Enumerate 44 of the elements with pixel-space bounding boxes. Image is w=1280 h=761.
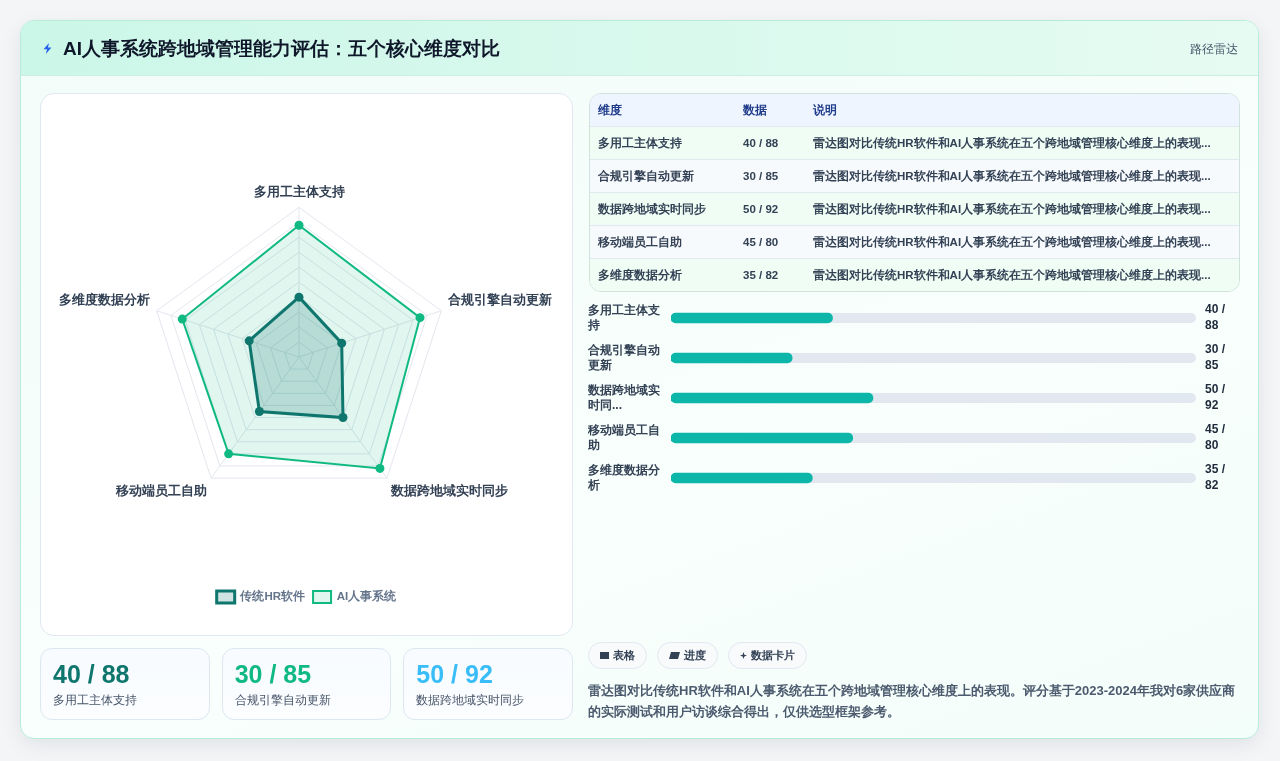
y-tick-label: 多维度数据分析 (587, 463, 661, 492)
text: 35 / 82 (743, 269, 779, 281)
text: 表格 (613, 648, 635, 663)
data-label: 45 / 80 (1205, 422, 1226, 453)
text: 雷达图对比传统HR软件和AI人事系统在五个跨地域管理核心维度上的表现。评分基于2023-2024年我对6家供应商的实际测试和用户访谈综合得出，仅供选型框架参考。 (588, 682, 1237, 721)
text: 说明 (805, 94, 1239, 127)
text: 数据 (735, 94, 805, 127)
legend-label: AI人事系统 (336, 589, 398, 604)
text: 雷达图对比传统HR软件和AI人事系统在五个跨地域管理核心维度上的表现... (805, 192, 1239, 226)
text: 雷达图对比传统HR软件和AI人事系统在五个跨地域管理核心维度上的表现... (805, 258, 1239, 291)
y-tick-label: 移动端员工自助 (587, 423, 660, 452)
legend-label: 传统HR软件 (239, 589, 306, 604)
spoke-label: 数据跨地域实时同步 (390, 483, 509, 499)
spoke-label: 多维度数据分析 (59, 292, 150, 308)
bar (671, 352, 793, 364)
spoke-label: 多用工主体支持 (253, 184, 345, 200)
text: AI人事系统跨地域管理能力评估：五个核心维度对比 (63, 37, 500, 61)
category-label: 多用工主体支持 (53, 692, 137, 708)
text: 雷达图对比传统HR软件和AI人事系统在五个跨地域管理核心维度上的表现... (805, 159, 1239, 193)
text: 路径雷达 (1190, 41, 1238, 58)
text: 进度 (684, 648, 706, 663)
text: 雷达图对比传统HR软件和AI人事系统在五个跨地域管理核心维度上的表现... (805, 126, 1239, 160)
data-label: 30 / 85 (1205, 342, 1226, 373)
data-label: 50 / 92 (1205, 382, 1226, 413)
data-label: 40 / 88 (1205, 302, 1226, 333)
category-label: 合规引擎自动更新 (234, 692, 331, 708)
text: 雷达图对比传统HR软件和AI人事系统在五个跨地域管理核心维度上的表现... (805, 225, 1239, 259)
text: 40 / 88 (53, 660, 130, 688)
category-label: 数据跨地域实时同步 (590, 192, 735, 226)
spoke-label: 合规引擎自动更新 (447, 292, 552, 308)
y-tick-label: 数据跨地域实时同... (587, 383, 660, 412)
text: 30 / 85 (234, 660, 312, 688)
text: 45 / 80 (743, 236, 779, 248)
data-label: 35 / 82 (1205, 462, 1226, 493)
text: 数据卡片 (751, 648, 795, 663)
text: 30 / 85 (743, 170, 779, 182)
y-tick-label: 合规引擎自动更新 (587, 343, 660, 372)
y-tick-label: 多用工主体支持 (587, 303, 660, 332)
text: 50 / 92 (416, 660, 493, 688)
category-label: 数据跨地域实时同步 (416, 692, 525, 708)
text: 50 / 92 (743, 203, 779, 215)
text: 维度 (590, 94, 735, 127)
text: 40 / 88 (743, 137, 779, 149)
spoke-label: 移动端员工自助 (114, 483, 207, 499)
